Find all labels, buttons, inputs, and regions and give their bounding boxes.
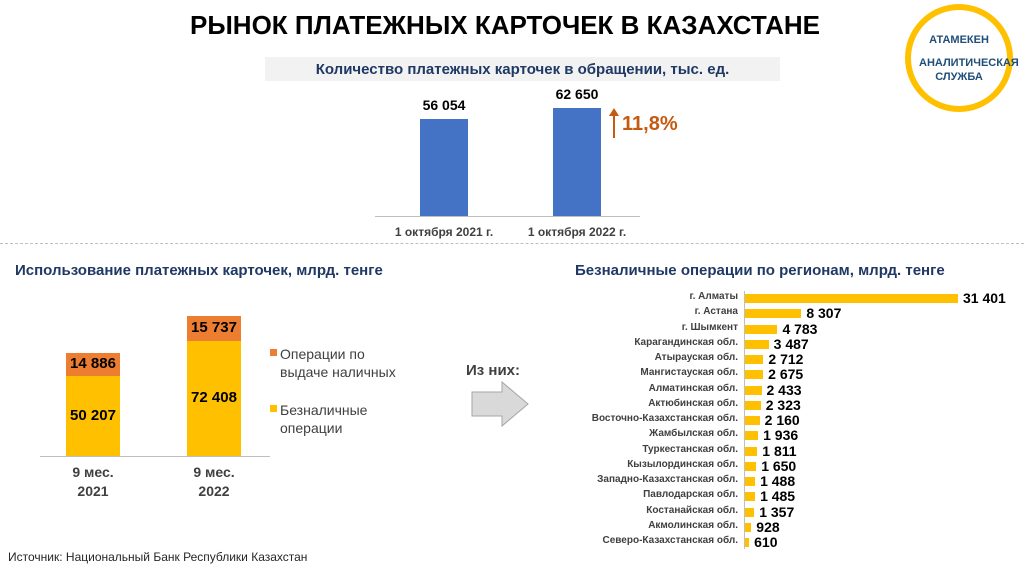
y-tick-label: Костанайская обл. [646, 504, 738, 516]
y-tick-label: Атырауская обл. [654, 352, 738, 363]
value-label: 1 936 [763, 427, 799, 444]
y-tick-label: Северо-Казахстанская обл. [602, 535, 739, 546]
chart-title: Использование платежных карточек, млрд. … [15, 262, 383, 279]
x-tick-label: 1 октября 2022 г. [527, 225, 627, 239]
y-tick-label: Восточно-Казахстанская обл. [591, 413, 738, 424]
y-tick-label: Акмолинская обл. [648, 519, 738, 531]
bar [745, 370, 764, 380]
y-tick-label: г. Астана [694, 306, 738, 318]
bar-segment [187, 340, 241, 456]
y-tick-label: Туркестанская обл. [642, 443, 738, 455]
value-label: 56 054 [422, 97, 466, 114]
bar-segment [187, 315, 241, 341]
legend-label: Безналичные операции [280, 402, 368, 436]
separator [0, 243, 1024, 244]
bar [745, 477, 756, 486]
value-label: 2 712 [768, 351, 804, 367]
value-label: 1 650 [761, 457, 797, 474]
bar [745, 522, 752, 532]
bar-segment [66, 376, 120, 456]
bar [745, 339, 769, 349]
arrow-label: Из них: [466, 362, 521, 379]
value-label: 14 886 [70, 355, 116, 373]
value-label: 4 783 [782, 320, 818, 337]
value-label: 2 323 [765, 396, 801, 413]
y-tick-label: г. Алматы [689, 291, 738, 302]
y-tick-label: Карагандинская обл. [634, 336, 738, 348]
value-label: 1 811 [762, 442, 797, 459]
logo: АТАМЕКЕН АНАЛИТИЧЕСКАЯ СЛУЖБА [905, 4, 1019, 112]
growth-arrow [613, 112, 615, 138]
value-label: 8 307 [806, 305, 842, 322]
bar [745, 416, 760, 425]
y-tick-label: г. Шымкент [681, 321, 738, 333]
bar [745, 385, 762, 395]
y-tick-label: Западно-Казахстанская обл. [597, 474, 738, 485]
value-label: 928 [756, 518, 780, 535]
bar [745, 324, 778, 334]
bar-segment [66, 352, 120, 377]
source: Источник: Национальный Банк Республики К… [8, 550, 308, 564]
chart-title: Количество платежных карточек в обращени… [315, 61, 730, 78]
y-tick-label: Актюбинская обл. [648, 397, 738, 409]
y-tick-label: Жамбылская обл. [649, 428, 738, 440]
bar [745, 492, 756, 502]
axis-line [744, 291, 745, 549]
legend-swatch [270, 405, 277, 412]
logo-brand: АТАМЕКЕН [929, 34, 989, 46]
y-tick-label: Мангистауская обл. [640, 367, 738, 379]
legend-label: Операции по выдаче наличных [280, 346, 396, 380]
bar [745, 461, 757, 471]
annotation: 11,8% [622, 113, 678, 135]
value-label: 62 650 [555, 86, 599, 102]
baseline [375, 216, 640, 217]
page-title: РЫНОК ПЛАТЕЖНЫХ КАРТОЧЕК В КАЗАХСТАНЕ [190, 10, 820, 40]
bar [745, 446, 758, 456]
bar [420, 119, 468, 216]
value-label: 1 357 [759, 503, 795, 520]
value-label: 610 [754, 534, 778, 550]
x-tick-label: 9 мес. 2022 [193, 464, 235, 499]
chart-title-box [265, 57, 780, 81]
value-label: 1 488 [760, 473, 796, 489]
bar [745, 294, 958, 303]
value-label: 2 675 [768, 366, 804, 383]
bar [745, 431, 759, 441]
bar [745, 309, 802, 319]
growth-arrowhead [609, 108, 619, 116]
x-tick-label: 1 октября 2021 г. [394, 225, 494, 239]
bar [745, 538, 750, 547]
legend-swatch [270, 349, 277, 356]
value-label: 72 408 [191, 389, 237, 407]
arrow-icon [471, 380, 529, 428]
y-tick-label: Кызылординская обл. [627, 458, 738, 470]
value-label: 50 207 [70, 407, 116, 425]
value-label: 15 737 [191, 319, 237, 337]
value-label: 3 487 [773, 335, 809, 352]
value-label: 31 401 [963, 290, 1006, 306]
value-label: 2 433 [766, 381, 802, 398]
x-tick-label: 9 мес. 2021 [72, 464, 114, 499]
y-tick-label: Павлодарская обл. [643, 489, 738, 501]
value-label: 2 160 [764, 412, 800, 428]
value-label: 1 485 [760, 488, 796, 505]
baseline [40, 456, 270, 457]
logo-service: АНАЛИТИЧЕСКАЯ СЛУЖБА [919, 57, 1019, 83]
chart-title: Безналичные операции по регионам, млрд. … [575, 262, 945, 279]
bar [745, 355, 764, 364]
bar [745, 400, 761, 410]
bar [553, 108, 601, 216]
y-tick-label: Алматинская обл. [648, 382, 738, 394]
bar [745, 507, 755, 517]
